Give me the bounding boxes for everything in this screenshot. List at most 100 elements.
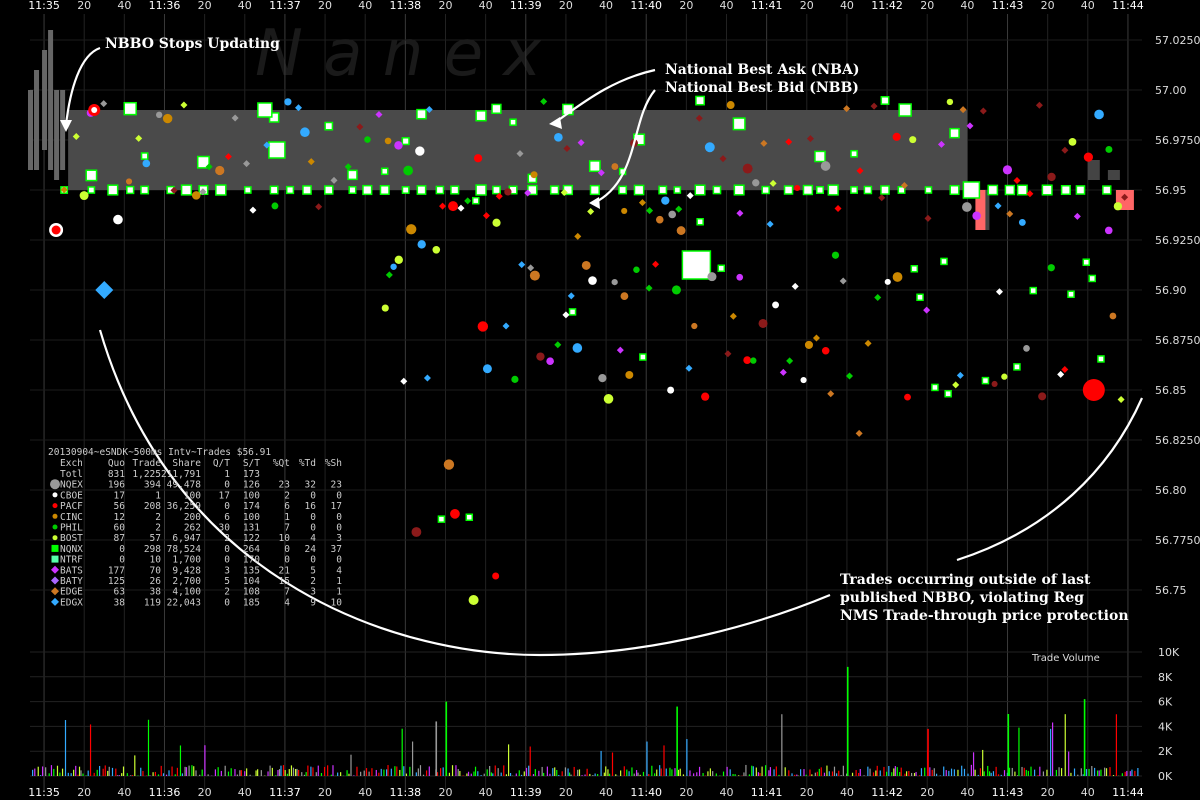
volume-bar <box>1080 768 1082 776</box>
volume-bar <box>538 770 540 776</box>
x-tick-label-top: 20 <box>438 0 452 12</box>
trade-through-quote-marker <box>437 515 446 523</box>
volume-bar <box>963 768 966 776</box>
volume-bar <box>794 774 796 776</box>
volume-bar <box>455 765 457 776</box>
volume-bar <box>541 766 543 776</box>
volume-bar <box>578 769 581 776</box>
volume-bar <box>1098 770 1100 776</box>
ask-quote-marker <box>123 101 137 116</box>
volume-bar <box>600 750 602 776</box>
x-tick-label-bottom: 40 <box>840 786 854 799</box>
trade-marker <box>284 98 292 106</box>
ask-quote-marker <box>401 137 410 146</box>
trade-through-marker <box>827 390 835 398</box>
volume-bar <box>939 775 941 776</box>
trade-marker <box>695 114 703 122</box>
volume-bar <box>1000 774 1002 776</box>
volume-bar <box>908 771 910 776</box>
volume-bar <box>751 765 753 776</box>
volume-bar <box>788 770 790 776</box>
trade-through-marker <box>616 346 624 354</box>
table-value-cell: 3 <box>336 533 342 544</box>
volume-bar <box>648 774 650 776</box>
trade-through-marker <box>588 276 597 285</box>
trade-through-quote-marker <box>1088 274 1096 283</box>
large-quote-marker <box>898 103 912 117</box>
volume-bar <box>967 773 969 776</box>
trade-marker <box>394 141 403 150</box>
volume-bar <box>899 772 901 776</box>
volume-spike-bar <box>846 666 849 776</box>
volume-bar <box>1068 751 1070 776</box>
table-exch-cell: EDGE <box>60 587 83 598</box>
y-axis: 57.0250 57.00 56.9750 56.95 56.9250 56.90 56.8… <box>1155 34 1200 597</box>
volume-bar <box>301 772 303 776</box>
volume-bar <box>201 769 203 776</box>
bid-quote-marker <box>589 184 600 196</box>
trade-through-marker <box>554 341 562 349</box>
volume-bar <box>147 719 150 776</box>
volume-bar <box>570 774 572 776</box>
volume-bar <box>73 769 75 776</box>
volume-spike-bar <box>676 706 678 776</box>
table-value-cell: 10 <box>150 555 162 566</box>
volume-bar <box>396 766 398 776</box>
x-tick-label-top: 11:36 <box>149 0 181 12</box>
volume-bar <box>528 765 530 776</box>
nbbo-early-bar <box>54 90 60 180</box>
volume-bar <box>608 773 611 776</box>
trade-through-marker <box>400 377 408 385</box>
volume-bar <box>552 768 554 776</box>
trade-marker <box>205 163 213 171</box>
x-tick-label-top: 40 <box>238 0 252 12</box>
volume-bar <box>1033 769 1036 776</box>
volume-bar <box>102 768 104 776</box>
bid-quote-marker <box>401 186 410 194</box>
annotation-nbb: National Best Bid (NBB) <box>665 80 859 96</box>
volume-bar <box>1126 770 1128 776</box>
table-value-cell: 126 <box>243 480 260 491</box>
volume-bar <box>1093 767 1096 776</box>
table-value-cell: 4,100 <box>172 587 201 598</box>
trade-through-marker <box>707 272 717 282</box>
bid-quote-marker <box>1004 184 1016 196</box>
volume-bar <box>729 769 731 776</box>
trade-marker <box>611 163 619 170</box>
volume-bar <box>979 768 982 776</box>
volume-bar <box>497 768 499 776</box>
trade-through-quote-marker <box>717 264 726 273</box>
x-tick-label-bottom: 11:40 <box>630 786 662 799</box>
volume-bar <box>368 771 370 776</box>
trade-marker <box>621 207 628 215</box>
trade-marker <box>439 202 447 210</box>
annotation-trades-line3: NMS Trade-through price protection <box>840 608 1129 624</box>
nbb-arrowhead <box>589 197 600 209</box>
volume-bar <box>904 773 906 776</box>
nbbo-early-bar <box>42 50 48 150</box>
volume-bar <box>1096 770 1099 776</box>
table-value-cell: 1 <box>336 576 342 587</box>
table-value-cell: 4 <box>310 533 316 544</box>
trade-through-marker <box>904 393 911 401</box>
trade-through-marker <box>1018 218 1026 226</box>
bid-quote-marker <box>783 185 794 195</box>
volume-bar <box>118 775 120 776</box>
trade-through-marker <box>390 263 397 270</box>
volume-bar <box>768 770 770 776</box>
volume-bar <box>628 771 630 776</box>
volume-bar <box>660 768 662 776</box>
large-edgx-trade <box>95 281 114 299</box>
table-value-cell: 0 <box>336 512 342 523</box>
table-header-cell: Share <box>172 458 201 469</box>
volume-bar <box>477 771 479 776</box>
volume-bar <box>659 765 661 776</box>
table-value-cell: 12 <box>114 512 125 523</box>
trade-marker <box>856 167 864 175</box>
volume-bar <box>224 765 226 776</box>
volume-bar <box>307 765 309 776</box>
trade-through-quote-marker <box>639 353 647 361</box>
volume-bar <box>515 773 517 776</box>
volume-bar <box>639 774 641 776</box>
table-exch-cell: PACF <box>60 501 83 512</box>
